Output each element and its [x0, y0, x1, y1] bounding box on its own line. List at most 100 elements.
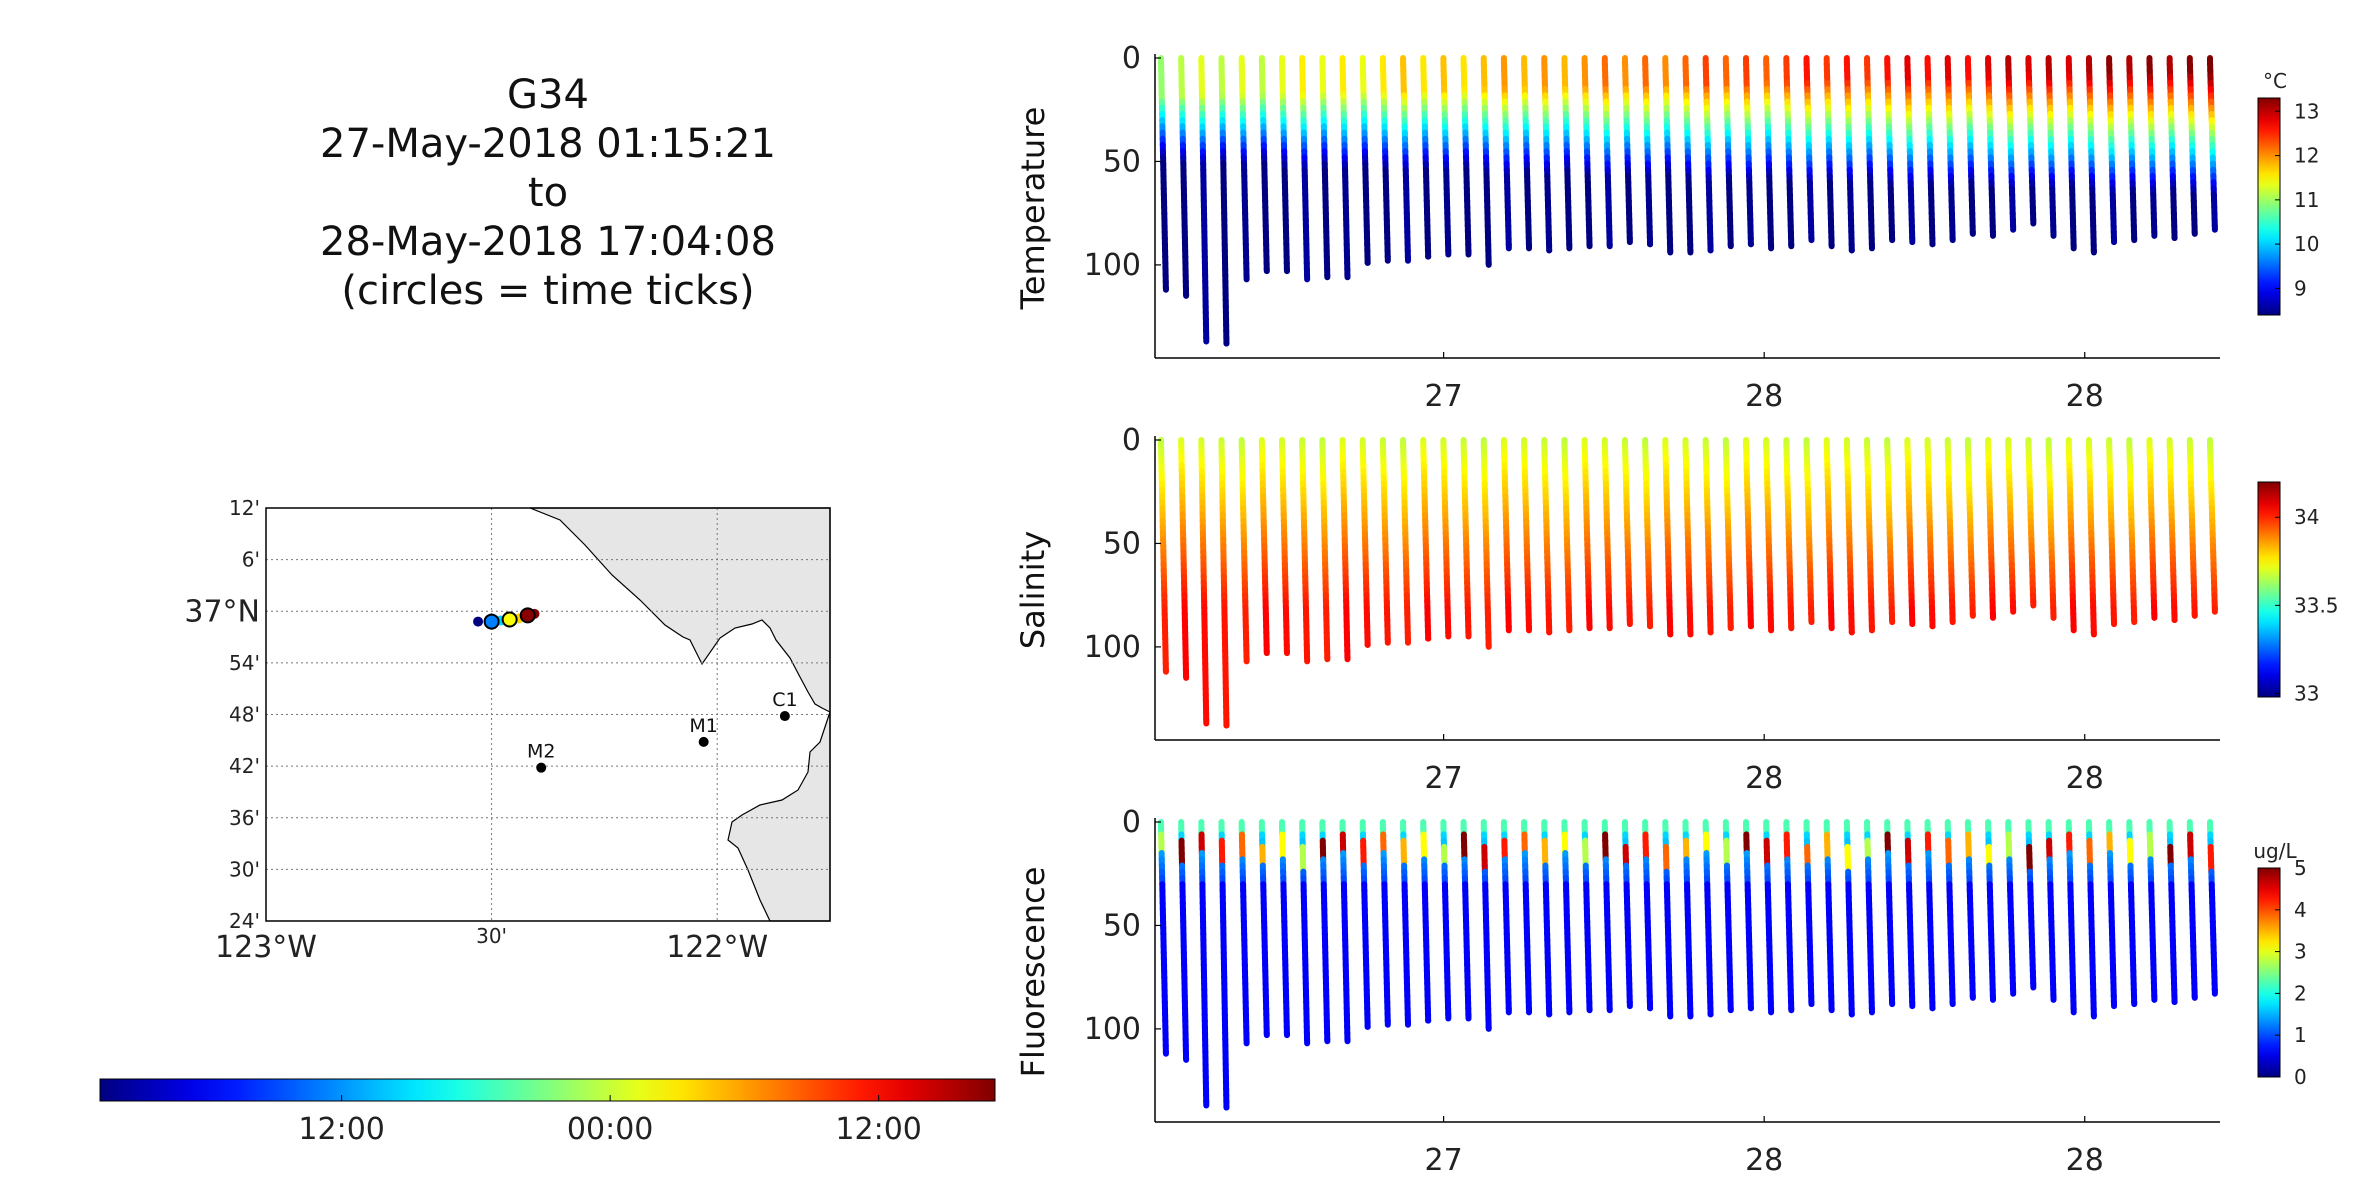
profile-column: [1964, 437, 1976, 619]
x-tick-label: 28: [1745, 379, 1783, 414]
profile-column: [2025, 437, 2037, 609]
profile-column: [1985, 437, 1996, 621]
x-tick-label: 28: [1745, 761, 1783, 796]
map-land: [529, 507, 831, 922]
profile-column: [1884, 55, 1896, 244]
colorbar-tick-label: 2: [2294, 981, 2307, 1005]
x-tick-label: 28: [2066, 1143, 2104, 1178]
profile-column: [1500, 819, 1512, 1016]
profile-column: [1561, 437, 1573, 634]
profile-column: [1803, 55, 1815, 244]
profile-column: [1904, 437, 1916, 628]
profile-column: [1279, 819, 1290, 1039]
profile-column: [1601, 819, 1613, 1014]
profile-column: [1944, 55, 1956, 244]
profile-column: [2005, 55, 2017, 233]
time-tick-circle: [501, 611, 518, 628]
profile-column: [1763, 437, 1775, 634]
profile-column: [1722, 819, 1734, 1014]
colorbar-bar: [2257, 867, 2281, 1078]
profile-column: [1198, 437, 1210, 727]
profile-column: [1702, 55, 1714, 254]
profile-column: [1440, 819, 1452, 1022]
station-marker-c1: [779, 711, 790, 722]
profile-column: [1843, 819, 1855, 1018]
colorbar-tick-label: 13: [2294, 99, 2319, 123]
profile-column: [1258, 819, 1270, 1039]
station-label-m1: M1: [689, 715, 717, 737]
profile-column: [1601, 437, 1613, 632]
x-tick-label: 28: [2066, 379, 2104, 414]
profile-column: [1319, 819, 1331, 1045]
profile-column: [2207, 437, 2218, 615]
profile-column: [1964, 55, 1976, 237]
profile-column: [1299, 819, 1311, 1047]
profile-column: [2085, 437, 2097, 638]
profile-column: [1743, 55, 1755, 248]
x-tick-label: 27: [1425, 761, 1463, 796]
profile-column: [1581, 437, 1593, 632]
profile-column: [1843, 437, 1855, 636]
profile-column: [1319, 437, 1331, 663]
fluorescence-panel: 0 50 100 27 28 28 Fluorescence 0 1 2 3 4 5ug/L: [1014, 805, 2307, 1178]
title-start: 27-May-2018 01:15:21: [320, 121, 776, 167]
figure-title: G34 27-May-2018 01:15:21 to 28-May-2018 …: [320, 72, 776, 314]
colorbar-tick-label: 11: [2294, 188, 2319, 212]
profile-column: [2005, 437, 2017, 615]
profile-column: [1379, 437, 1391, 646]
profile-column: [1864, 437, 1875, 634]
colorbar-tick-label: 33.5: [2294, 593, 2339, 617]
profile-column: [2025, 819, 2037, 991]
y-axis-label: Fluorescence: [1014, 867, 1052, 1078]
colorbar-tick-label: 9: [2294, 276, 2307, 300]
time-colorbar-tick-label: 12:00: [298, 1112, 384, 1147]
profile-column: [1521, 819, 1533, 1016]
profile-column: [1702, 819, 1714, 1018]
profile-column: [1904, 819, 1916, 1010]
profile-column: [1924, 819, 1936, 1012]
profile-column: [1178, 437, 1190, 681]
time-colorbar-tick-label: 00:00: [567, 1112, 653, 1147]
profile-column: [1904, 55, 1916, 246]
profile-column: [2065, 819, 2077, 1016]
profile-column: [1924, 437, 1936, 630]
profile-column: [2146, 55, 2158, 239]
map-x-tick-label: 30': [476, 924, 507, 948]
profile-column: [2207, 55, 2218, 233]
map-y-tick-label: 54': [229, 651, 260, 675]
profile-column: [1158, 437, 1169, 675]
profile-column: [1662, 819, 1674, 1020]
profile-column: [1339, 55, 1351, 281]
station-marker-m1: [698, 736, 709, 747]
title-note: (circles = time ticks): [341, 268, 754, 314]
profile-column: [1642, 437, 1654, 630]
profile-column: [1783, 55, 1795, 250]
station-label-c1: C1: [772, 689, 797, 711]
profile-column: [1299, 55, 1311, 283]
colorbar-tick-label: 4: [2294, 898, 2307, 922]
colorbar-unit-label: °C: [2263, 69, 2287, 93]
profile-column: [1359, 55, 1371, 266]
time-colorbar-tick-label: 12:00: [835, 1112, 921, 1147]
profile-column: [1803, 437, 1815, 626]
profile-column: [1379, 55, 1391, 264]
profile-column: [2065, 55, 2077, 252]
profile-column: [2005, 819, 2017, 997]
profile-column: [2207, 819, 2218, 997]
colorbar-tick-label: 5: [2294, 856, 2307, 880]
profile-column: [1400, 437, 1411, 646]
colorbar-unit-label: ug/L: [2253, 839, 2297, 863]
profile-column: [1480, 819, 1492, 1032]
profile-column: [1521, 55, 1533, 252]
profile-column: [1500, 55, 1512, 252]
salinity-panel: 0 50 100 27 28 28 Salinity 33 33.5 34: [1014, 423, 2339, 796]
time-colorbar-bar: [99, 1078, 996, 1102]
profile-column: [1359, 437, 1371, 648]
profile-column: [1420, 55, 1432, 260]
profile-column: [1621, 819, 1633, 1010]
temperature-panel: 0 50 100 27 28 28 Temperature 9 10 11 12 13 °C: [1014, 41, 2319, 414]
map-x-tick-label: 123°W: [215, 930, 317, 965]
profile-column: [1299, 437, 1311, 665]
map-y-tick-label: 6': [242, 548, 260, 572]
